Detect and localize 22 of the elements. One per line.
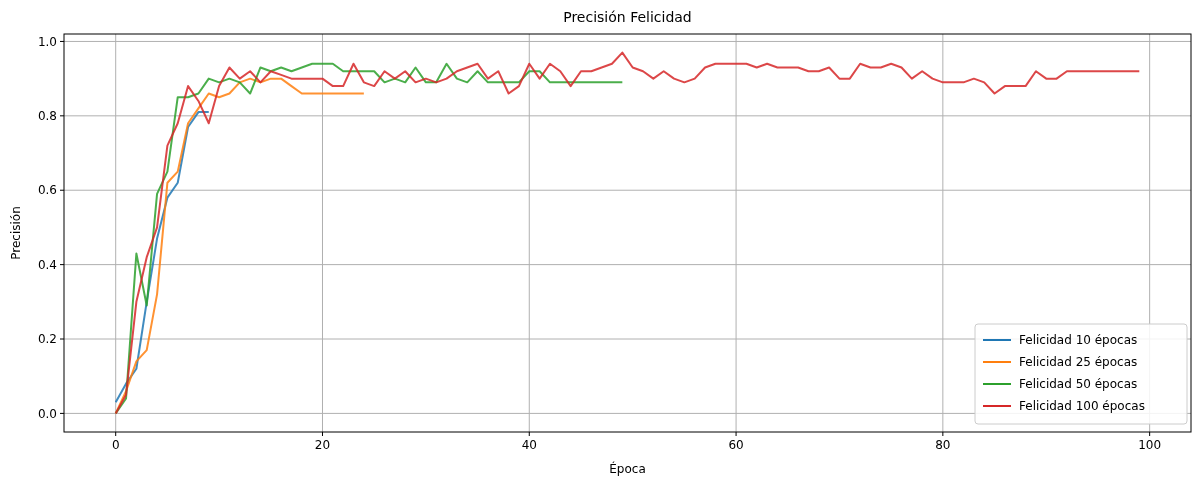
x-tick-label: 60 (728, 438, 744, 452)
y-tick-label: 0.2 (37, 332, 57, 347)
y-tick-label: 0.4 (37, 257, 57, 272)
legend-label: Felicidad 50 épocas (1019, 377, 1138, 392)
y-tick-label: 1.0 (37, 34, 57, 49)
legend-label: Felicidad 25 épocas (1019, 355, 1138, 370)
y-tick-label: 0.8 (37, 109, 57, 124)
chart-title: Precisión Felicidad (563, 9, 692, 25)
line-series (114, 77, 365, 415)
x-tick-label: 40 (521, 438, 537, 452)
x-axis-title: Época (609, 461, 646, 476)
x-tick-label: 100 (1138, 438, 1162, 452)
y-axis-title: Precisión (9, 206, 23, 260)
x-tick-label: 0 (111, 438, 120, 452)
y-tick-label: 0.0 (37, 406, 57, 421)
line-series (114, 111, 210, 404)
legend-label: Felicidad 100 épocas (1019, 399, 1145, 414)
line-series (114, 62, 624, 415)
legend-label: Felicidad 10 épocas (1019, 333, 1138, 348)
x-tick-label: 20 (314, 438, 331, 452)
y-tick-label: 0.6 (37, 183, 57, 198)
x-tick-label: 80 (935, 438, 951, 452)
